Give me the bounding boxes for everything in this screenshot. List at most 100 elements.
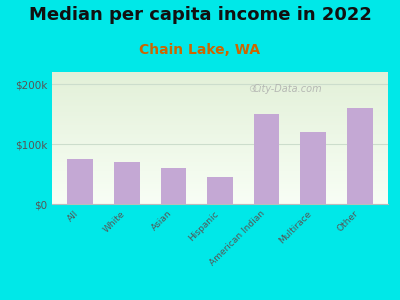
Text: ⊙: ⊙ xyxy=(248,84,256,94)
Bar xyxy=(52,133,388,134)
Bar xyxy=(52,171,388,172)
Bar xyxy=(52,164,388,166)
Bar xyxy=(52,139,388,141)
Bar xyxy=(52,179,388,180)
Bar xyxy=(52,92,388,93)
Bar xyxy=(52,81,388,83)
Bar xyxy=(52,80,388,81)
Bar xyxy=(52,75,388,76)
Bar xyxy=(52,199,388,200)
Bar xyxy=(52,73,388,75)
Bar xyxy=(52,160,388,162)
Bar xyxy=(52,192,388,194)
Bar xyxy=(52,185,388,187)
Bar xyxy=(52,104,388,105)
Bar xyxy=(52,157,388,158)
Bar xyxy=(52,141,388,142)
Bar xyxy=(52,126,388,128)
Bar xyxy=(52,182,388,183)
Bar xyxy=(52,174,388,175)
Bar xyxy=(114,162,140,204)
Bar xyxy=(52,203,388,204)
Bar xyxy=(52,98,388,100)
Bar xyxy=(52,196,388,197)
Bar xyxy=(160,168,186,204)
Bar xyxy=(52,191,388,192)
Bar xyxy=(52,142,388,143)
Bar xyxy=(52,195,388,196)
Bar xyxy=(52,94,388,96)
Bar xyxy=(52,168,388,170)
Bar xyxy=(52,84,388,85)
Bar xyxy=(52,129,388,130)
Bar xyxy=(52,155,388,157)
Bar xyxy=(52,148,388,150)
Bar xyxy=(52,88,388,89)
Bar xyxy=(52,134,388,135)
Text: Median per capita income in 2022: Median per capita income in 2022 xyxy=(28,6,372,24)
Bar xyxy=(52,162,388,163)
Bar xyxy=(67,159,93,204)
Bar xyxy=(52,91,388,92)
Bar xyxy=(52,151,388,152)
Bar xyxy=(300,132,326,204)
Bar xyxy=(52,125,388,126)
Bar xyxy=(52,147,388,148)
Bar xyxy=(52,188,388,190)
Bar xyxy=(52,143,388,145)
Bar xyxy=(52,108,388,109)
Bar xyxy=(52,117,388,118)
Text: Chain Lake, WA: Chain Lake, WA xyxy=(140,44,260,58)
Bar xyxy=(52,89,388,91)
Bar xyxy=(254,114,280,204)
Bar xyxy=(52,150,388,151)
Bar xyxy=(52,85,388,86)
Bar xyxy=(52,105,388,106)
Bar xyxy=(52,124,388,125)
Bar xyxy=(52,130,388,131)
Bar xyxy=(52,114,388,116)
Bar xyxy=(52,167,388,168)
Bar xyxy=(52,82,388,84)
Bar xyxy=(52,131,388,133)
Bar xyxy=(52,106,388,108)
Bar xyxy=(52,138,388,139)
Bar xyxy=(52,137,388,138)
Bar xyxy=(52,163,388,164)
Bar xyxy=(52,158,388,159)
Bar xyxy=(52,172,388,174)
Bar xyxy=(52,121,388,122)
Bar xyxy=(52,135,388,137)
Bar xyxy=(52,145,388,146)
Bar xyxy=(52,187,388,188)
Bar xyxy=(207,177,233,204)
Bar xyxy=(52,102,388,104)
Text: City-Data.com: City-Data.com xyxy=(252,84,322,94)
Bar xyxy=(52,201,388,203)
Bar xyxy=(52,166,388,167)
Bar xyxy=(52,176,388,178)
Bar xyxy=(52,97,388,98)
Bar xyxy=(52,76,388,77)
Bar xyxy=(52,100,388,101)
Bar xyxy=(52,112,388,113)
Bar xyxy=(52,122,388,124)
Bar xyxy=(52,118,388,119)
Bar xyxy=(52,113,388,114)
Bar xyxy=(52,119,388,121)
Bar xyxy=(52,200,388,201)
Bar xyxy=(52,178,388,179)
Bar xyxy=(52,197,388,199)
Bar xyxy=(52,109,388,110)
Bar xyxy=(52,116,388,117)
Bar xyxy=(347,108,373,204)
Bar xyxy=(52,72,388,73)
Bar xyxy=(52,183,388,184)
Bar xyxy=(52,194,388,195)
Bar xyxy=(52,128,388,129)
Bar xyxy=(52,152,388,154)
Bar xyxy=(52,110,388,112)
Bar xyxy=(52,159,388,160)
Bar xyxy=(52,79,388,80)
Bar xyxy=(52,180,388,181)
